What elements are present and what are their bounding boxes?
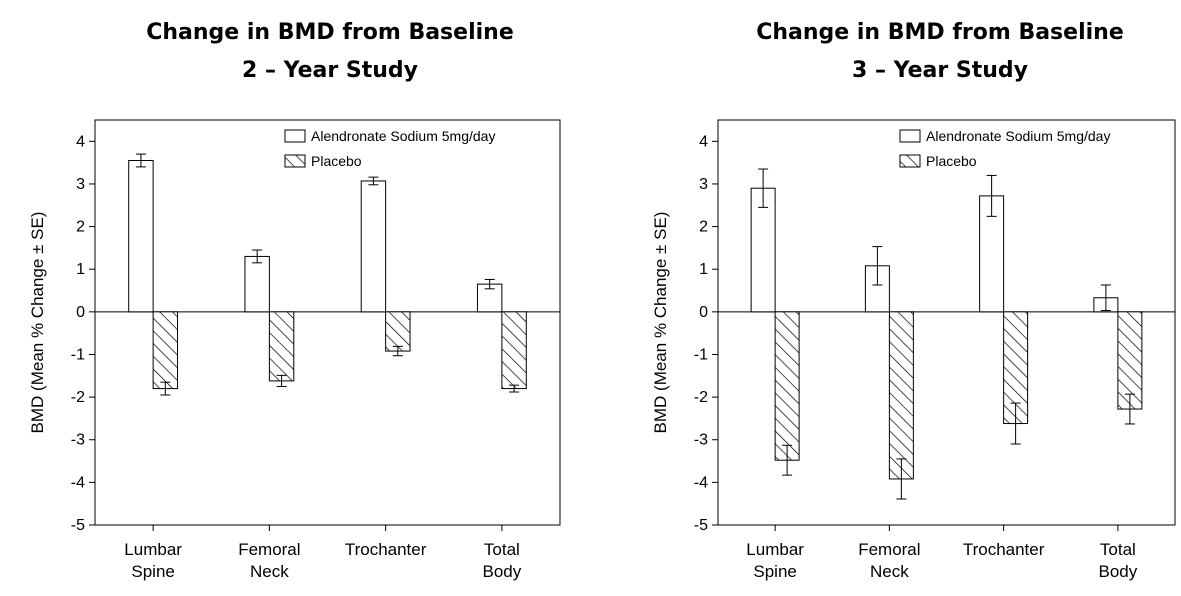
y-tick-label: -1 (71, 346, 85, 363)
legend-label: Placebo (311, 153, 362, 169)
x-tick-label: Neck (250, 562, 289, 581)
x-tick-label: Lumbar (124, 540, 182, 559)
y-tick-label: 2 (699, 219, 708, 236)
x-tick-label: Total (484, 540, 520, 559)
legend-swatch (284, 154, 306, 168)
legend-swatch (899, 129, 921, 143)
legend-label: Alendronate Sodium 5mg/day (311, 128, 495, 144)
x-tick-label: Trochanter (963, 540, 1045, 559)
y-axis-label: BMD (Mean % Change ± SE) (651, 212, 670, 434)
plot-2-year: 4 3 2 1 0 -1 -2 -3 -4 -5 BMD (Mean % Change ± SE) L… (28, 119, 561, 581)
chart-title: Change in BMD from Baseline (146, 20, 514, 45)
y-axis-label: BMD (Mean % Change ± SE) (28, 212, 47, 434)
y-tick-label: 1 (76, 261, 85, 278)
x-tick-label: Neck (870, 562, 909, 581)
y-tick-label: -2 (694, 389, 708, 406)
x-tick-label: Total (1100, 540, 1136, 559)
bar-alendronate (360, 180, 387, 313)
bar-placebo (152, 311, 179, 390)
y-tick-label: 0 (76, 304, 85, 321)
x-tick-label: Lumbar (746, 540, 804, 559)
x-tick-label: Spine (753, 562, 796, 581)
y-tick-label: 3 (699, 176, 708, 193)
bar-placebo (501, 311, 527, 390)
bar-placebo (268, 311, 295, 382)
y-tick-label: 4 (699, 133, 708, 150)
legend-swatch (284, 129, 306, 143)
y-tick-label: -3 (694, 432, 708, 449)
y-tick-label: -3 (71, 432, 85, 449)
x-tick-label: Femoral (858, 540, 920, 559)
chart-title: Change in BMD from Baseline (756, 20, 1124, 45)
y-tick-label: 3 (76, 176, 85, 193)
chart-subtitle: 3 – Year Study (852, 58, 1028, 83)
x-tick-label: Spine (131, 562, 174, 581)
chart-title-left: Change in BMD from Baseline 2 – Year Stu… (120, 14, 540, 90)
legend-label: Alendronate Sodium 5mg/day (926, 128, 1110, 144)
x-tick-label: Body (483, 562, 522, 581)
y-tick-label: 1 (699, 261, 708, 278)
bar-placebo (774, 311, 800, 461)
bar-placebo (385, 311, 411, 352)
bar-alendronate (128, 160, 154, 313)
chart-title-right: Change in BMD from Baseline 3 – Year Stu… (730, 14, 1150, 90)
x-tick-label: Trochanter (345, 540, 427, 559)
y-tick-label: 2 (76, 219, 85, 236)
bar-alendronate (244, 255, 270, 313)
legend-swatch (899, 154, 921, 168)
plot-3-year: 4 3 2 1 0 -1 -2 -3 -4 -5 BMD (Mean % Change ± SE) L… (651, 119, 1176, 581)
y-tick-label: -1 (694, 346, 708, 363)
y-tick-label: -4 (71, 474, 85, 491)
y-tick-label: 4 (76, 133, 85, 150)
plot-frame (94, 119, 561, 526)
bar-placebo (888, 311, 914, 480)
y-tick-label: -2 (71, 389, 85, 406)
y-tick-label: 0 (699, 304, 708, 321)
y-tick-label: -5 (71, 517, 85, 534)
y-tick-label: -4 (694, 474, 708, 491)
x-tick-label: Body (1099, 562, 1138, 581)
plot-frame (717, 119, 1176, 526)
x-tick-label: Femoral (238, 540, 300, 559)
y-tick-label: -5 (694, 517, 708, 534)
legend-label: Placebo (926, 153, 977, 169)
chart-subtitle: 2 – Year Study (242, 58, 418, 83)
